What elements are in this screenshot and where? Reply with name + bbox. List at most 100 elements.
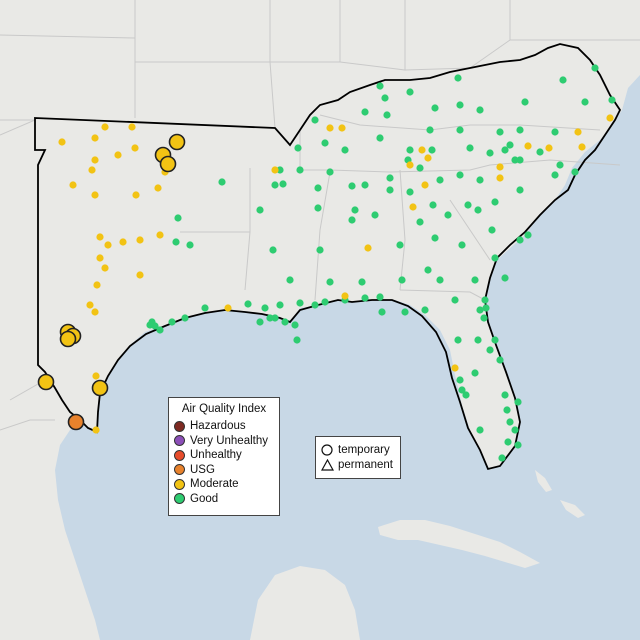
sensor-good-marker[interactable]: [361, 108, 369, 116]
sensor-good-marker[interactable]: [471, 276, 479, 284]
sensor-good-marker[interactable]: [266, 314, 274, 322]
sensor-moderate-marker[interactable]: [91, 308, 99, 316]
sensor-good-marker[interactable]: [451, 296, 459, 304]
sensor-good-marker[interactable]: [556, 161, 564, 169]
sensor-good-marker[interactable]: [516, 126, 524, 134]
sensor-good-marker[interactable]: [316, 246, 324, 254]
sensor-moderate-temporary-marker[interactable]: [59, 330, 77, 348]
sensor-good-marker[interactable]: [536, 148, 544, 156]
sensor-good-marker[interactable]: [293, 336, 301, 344]
sensor-good-marker[interactable]: [491, 336, 499, 344]
sensor-good-marker[interactable]: [486, 149, 494, 157]
sensor-moderate-marker[interactable]: [58, 138, 66, 146]
sensor-good-marker[interactable]: [444, 211, 452, 219]
sensor-moderate-marker[interactable]: [545, 144, 553, 152]
sensor-good-marker[interactable]: [501, 391, 509, 399]
sensor-good-marker[interactable]: [471, 369, 479, 377]
sensor-good-marker[interactable]: [496, 128, 504, 136]
sensor-moderate-marker[interactable]: [364, 244, 372, 252]
sensor-good-marker[interactable]: [431, 234, 439, 242]
sensor-good-marker[interactable]: [464, 201, 472, 209]
sensor-good-marker[interactable]: [456, 126, 464, 134]
sensor-good-marker[interactable]: [516, 156, 524, 164]
sensor-good-marker[interactable]: [496, 356, 504, 364]
sensor-moderate-marker[interactable]: [451, 364, 459, 372]
sensor-moderate-marker[interactable]: [424, 154, 432, 162]
sensor-moderate-marker[interactable]: [91, 134, 99, 142]
sensor-good-marker[interactable]: [506, 418, 514, 426]
sensor-good-marker[interactable]: [511, 156, 519, 164]
sensor-good-marker[interactable]: [341, 146, 349, 154]
sensor-moderate-marker[interactable]: [88, 166, 96, 174]
sensor-good-marker[interactable]: [456, 376, 464, 384]
sensor-usg-temporary-marker[interactable]: [67, 413, 85, 431]
sensor-moderate-marker[interactable]: [92, 372, 100, 380]
sensor-good-marker[interactable]: [456, 171, 464, 179]
sensor-moderate-marker[interactable]: [114, 151, 122, 159]
sensor-moderate-temporary-marker[interactable]: [37, 373, 55, 391]
sensor-moderate-marker[interactable]: [496, 174, 504, 182]
sensor-good-marker[interactable]: [474, 206, 482, 214]
sensor-good-marker[interactable]: [383, 111, 391, 119]
sensor-good-marker[interactable]: [314, 204, 322, 212]
sensor-good-marker[interactable]: [431, 104, 439, 112]
sensor-good-marker[interactable]: [503, 406, 511, 414]
sensor-good-marker[interactable]: [551, 128, 559, 136]
sensor-good-marker[interactable]: [426, 126, 434, 134]
sensor-good-marker[interactable]: [436, 276, 444, 284]
sensor-moderate-marker[interactable]: [96, 233, 104, 241]
sensor-good-marker[interactable]: [256, 206, 264, 214]
sensor-good-marker[interactable]: [421, 306, 429, 314]
sensor-moderate-marker[interactable]: [131, 144, 139, 152]
sensor-good-marker[interactable]: [514, 398, 522, 406]
sensor-moderate-marker[interactable]: [136, 236, 144, 244]
sensor-good-marker[interactable]: [416, 218, 424, 226]
sensor-good-marker[interactable]: [351, 206, 359, 214]
sensor-good-marker[interactable]: [311, 301, 319, 309]
sensor-moderate-marker[interactable]: [119, 238, 127, 246]
sensor-good-marker[interactable]: [521, 98, 529, 106]
sensor-good-marker[interactable]: [416, 164, 424, 172]
sensor-good-marker[interactable]: [376, 293, 384, 301]
sensor-moderate-marker[interactable]: [101, 123, 109, 131]
sensor-good-marker[interactable]: [271, 181, 279, 189]
sensor-good-marker[interactable]: [474, 336, 482, 344]
sensor-good-marker[interactable]: [506, 141, 514, 149]
sensor-good-marker[interactable]: [608, 96, 616, 104]
sensor-good-marker[interactable]: [581, 98, 589, 106]
sensor-good-marker[interactable]: [361, 294, 369, 302]
sensor-moderate-marker[interactable]: [496, 163, 504, 171]
sensor-moderate-marker[interactable]: [409, 203, 417, 211]
sensor-good-marker[interactable]: [466, 144, 474, 152]
sensor-good-marker[interactable]: [172, 238, 180, 246]
sensor-moderate-marker[interactable]: [69, 181, 77, 189]
sensor-good-marker[interactable]: [276, 166, 284, 174]
sensor-good-marker[interactable]: [386, 174, 394, 182]
sensor-moderate-marker[interactable]: [156, 231, 164, 239]
sensor-good-marker[interactable]: [436, 176, 444, 184]
sensor-good-marker[interactable]: [591, 64, 599, 72]
sensor-moderate-temporary-marker[interactable]: [168, 133, 186, 151]
sensor-good-marker[interactable]: [271, 314, 279, 322]
sensor-good-marker[interactable]: [376, 82, 384, 90]
sensor-moderate-marker[interactable]: [93, 281, 101, 289]
sensor-moderate-marker[interactable]: [341, 292, 349, 300]
sensor-good-marker[interactable]: [428, 146, 436, 154]
sensor-moderate-marker[interactable]: [271, 166, 279, 174]
sensor-good-marker[interactable]: [571, 168, 579, 176]
sensor-good-marker[interactable]: [462, 391, 470, 399]
sensor-moderate-marker[interactable]: [574, 128, 582, 136]
sensor-good-marker[interactable]: [168, 318, 176, 326]
sensor-good-marker[interactable]: [401, 308, 409, 316]
sensor-moderate-marker[interactable]: [86, 301, 94, 309]
sensor-good-marker[interactable]: [376, 134, 384, 142]
sensor-good-marker[interactable]: [276, 301, 284, 309]
sensor-good-marker[interactable]: [294, 144, 302, 152]
sensor-good-marker[interactable]: [348, 182, 356, 190]
sensor-moderate-marker[interactable]: [96, 254, 104, 262]
sensor-good-marker[interactable]: [279, 180, 287, 188]
sensor-good-marker[interactable]: [269, 246, 277, 254]
sensor-good-marker[interactable]: [406, 188, 414, 196]
sensor-good-marker[interactable]: [326, 278, 334, 286]
sensor-good-marker[interactable]: [348, 216, 356, 224]
